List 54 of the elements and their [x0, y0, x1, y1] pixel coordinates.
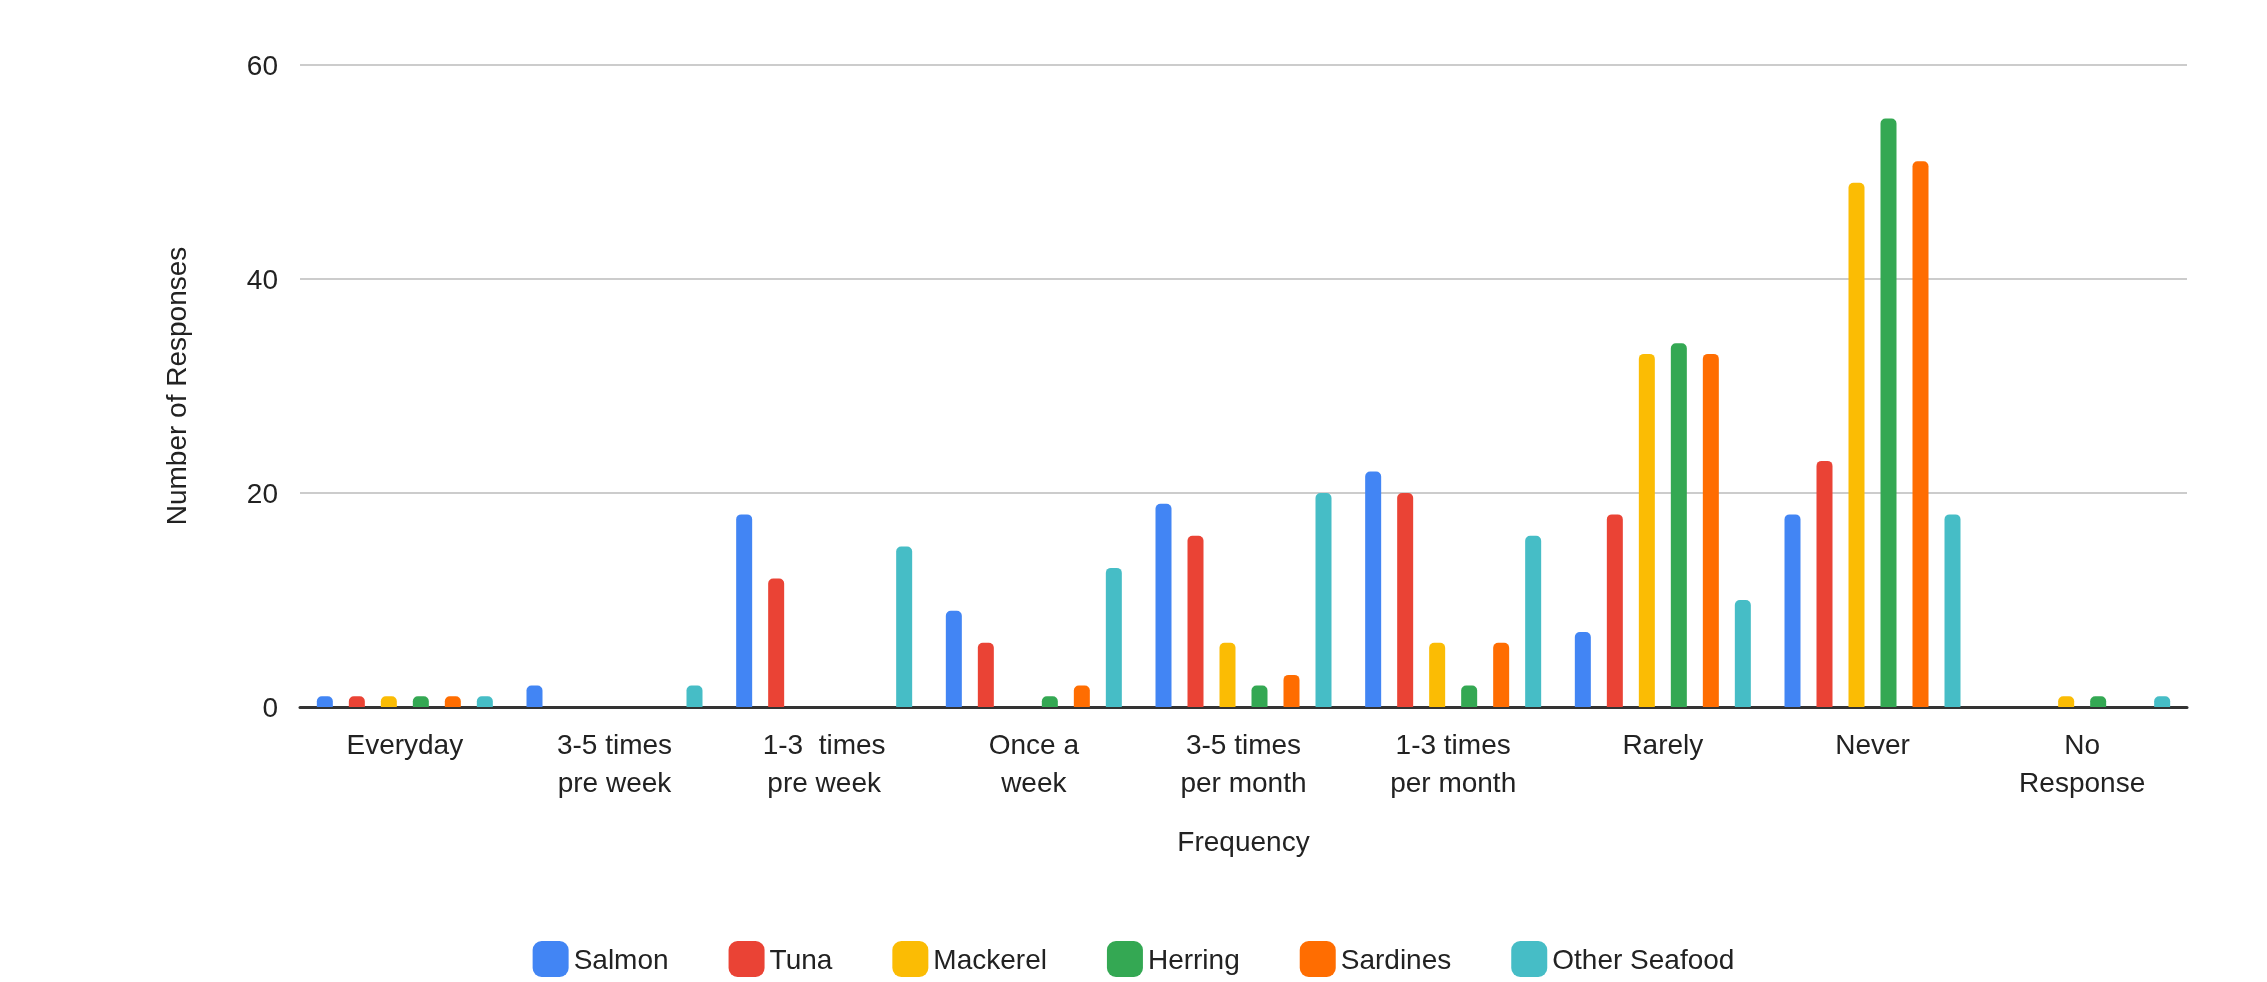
y-tick-label: 0	[262, 691, 278, 723]
bar	[1784, 514, 1801, 707]
bar	[1880, 118, 1897, 707]
x-tick-label: 3-5 times pre week	[556, 728, 673, 798]
x-tick-label: 1-3 times pre week	[762, 728, 886, 798]
x-tick-label: Everyday	[346, 728, 464, 760]
bar	[1105, 567, 1122, 707]
bar	[1493, 642, 1510, 707]
bar	[1912, 161, 1929, 707]
bar	[1574, 632, 1591, 707]
x-tick-label: 3-5 times per month	[1180, 728, 1307, 798]
bar	[1670, 343, 1687, 707]
x-tick-label: Rarely	[1622, 728, 1704, 760]
x-tick-label: No Response	[2019, 728, 2146, 798]
bar	[1219, 642, 1236, 707]
bar	[1155, 503, 1172, 707]
bar	[1315, 493, 1332, 707]
bar	[1606, 514, 1623, 707]
bar	[945, 610, 962, 707]
legend-label: Herring	[1147, 943, 1240, 975]
x-tick-label: Once a week	[988, 728, 1080, 798]
bar	[1073, 685, 1090, 707]
bar	[1461, 685, 1478, 707]
bar	[768, 578, 785, 707]
y-tick-label: 60	[246, 49, 278, 81]
legend-label: Tuna	[769, 943, 833, 975]
bar	[1848, 182, 1865, 707]
bar	[1429, 642, 1446, 707]
bar	[526, 685, 543, 707]
y-tick-label: 20	[246, 477, 278, 509]
bar	[977, 642, 994, 707]
bar	[1816, 460, 1833, 707]
bar	[1702, 353, 1719, 707]
bar	[1397, 493, 1414, 707]
legend-label: Sardines	[1340, 943, 1452, 975]
bar	[1251, 685, 1268, 707]
bar	[896, 546, 913, 707]
bar	[1365, 471, 1382, 707]
bar	[1525, 535, 1542, 707]
y-axis-title: Number of Responses	[160, 246, 192, 526]
bar	[736, 514, 753, 707]
bar	[1187, 535, 1204, 707]
x-tick-label: 1-3 times per month	[1390, 728, 1517, 798]
bar	[686, 685, 703, 707]
x-axis-title: Frequency	[1177, 825, 1310, 857]
legend-label: Salmon	[573, 943, 669, 975]
bar	[1638, 353, 1655, 707]
x-tick-label: Never	[1835, 728, 1910, 760]
legend-label: Mackerel	[933, 943, 1047, 975]
legend-label: Other Seafood	[1552, 943, 1735, 975]
bar	[1734, 600, 1751, 707]
bar	[1944, 514, 1961, 707]
bar	[1283, 674, 1300, 707]
y-tick-label: 40	[246, 263, 278, 295]
